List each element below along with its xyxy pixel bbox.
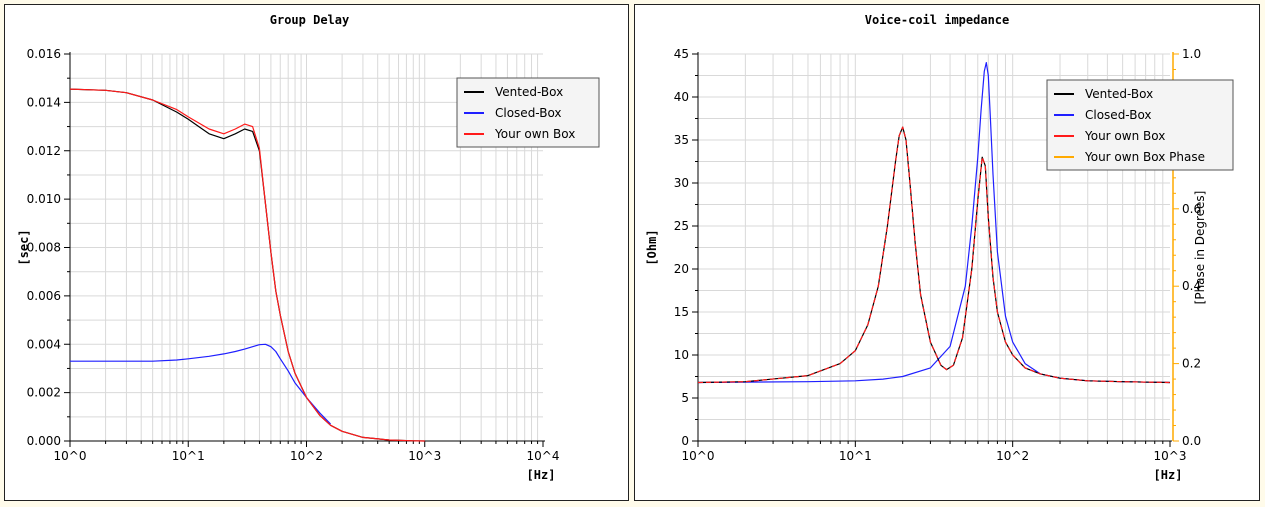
group-delay-panel: Group Delay 0.000 0.002 0.004 0.006 0.008 0.01… — [4, 4, 629, 501]
x-tick-label: 10^3 — [1154, 449, 1187, 463]
y-tick-label: 30 — [674, 176, 689, 190]
y-tick-label: 0.000 — [27, 434, 61, 448]
y-tick-label-right: 0.2 — [1182, 357, 1201, 371]
series-line-your-own-box — [698, 126, 1171, 384]
legend-entry: Closed-Box — [495, 106, 562, 120]
y-tick-label-right: 0.0 — [1182, 434, 1201, 448]
group-delay-chart: Group Delay 0.000 0.002 0.004 0.006 0.008 0.01… — [17, 13, 600, 482]
y-tick-label: 45 — [674, 47, 689, 61]
legend-box — [1046, 79, 1234, 171]
series-line-your-own-box — [70, 88, 425, 442]
series-line-closed-box — [70, 343, 332, 425]
x-tick-label: 10^3 — [408, 449, 441, 463]
y-tick-label: 0.006 — [27, 289, 61, 303]
chart-title: Group Delay — [270, 13, 349, 27]
legend-entry: Closed-Box — [1085, 108, 1152, 122]
legend-entry: Your own Box — [494, 127, 575, 141]
voice-coil-impedance-panel: Voice-coil impedance 0 5 10 15 20 25 30 35 40 45 10… — [634, 4, 1260, 501]
y-axis-label: [sec] — [17, 229, 31, 265]
y-tick-label: 5 — [681, 391, 689, 405]
legend-entry: Your own Box — [1084, 129, 1165, 143]
y-tick-label: 0.002 — [27, 386, 61, 400]
y-tick-label: 20 — [674, 262, 689, 276]
y-tick-label-right: 0.6 — [1182, 202, 1201, 216]
series-line-closed-box — [698, 61, 1171, 384]
x-tick-label: 10^0 — [682, 449, 715, 463]
legend: Vented-Box Closed-Box Your own Box Your own… — [1046, 79, 1234, 171]
y-tick-label: 15 — [674, 305, 689, 319]
y-axis-label: [Ohm] — [645, 229, 659, 265]
legend-entry: Vented-Box — [495, 85, 563, 99]
y-tick-label: 25 — [674, 219, 689, 233]
grid — [69, 53, 543, 442]
x-axis-label: [Hz] — [1154, 468, 1183, 482]
y-tick-label: 0.014 — [27, 95, 61, 109]
y-tick-label-right: 1.0 — [1182, 47, 1201, 61]
chart-title: Voice-coil impedance — [865, 13, 1010, 27]
legend-entry: Your own Box Phase — [1084, 150, 1205, 164]
y-axis-label-right: [Phase in Degrees] — [1193, 191, 1207, 305]
y-tick-label: 35 — [674, 133, 689, 147]
y-tick-label: 0.012 — [27, 144, 61, 158]
x-tick-label: 10^2 — [996, 449, 1029, 463]
y-tick-label: 10 — [674, 348, 689, 362]
x-tick-label: 10^0 — [54, 449, 87, 463]
legend: Vented-Box Closed-Box Your own Box — [456, 77, 600, 148]
y-tick-label: 40 — [674, 90, 689, 104]
x-tick-label: 10^1 — [839, 449, 872, 463]
y-tick-label-right: 0.4 — [1182, 279, 1201, 293]
y-tick-label: 0.010 — [27, 192, 61, 206]
x-tick-label: 10^2 — [290, 449, 323, 463]
y-tick-label: 0 — [681, 434, 689, 448]
series-group — [70, 88, 425, 442]
x-tick-label: 10^1 — [172, 449, 205, 463]
legend-entry: Vented-Box — [1085, 87, 1153, 101]
series-line-vented-box — [70, 88, 425, 442]
y-tick-label: 0.004 — [27, 337, 61, 351]
x-axis-label: [Hz] — [527, 468, 556, 482]
y-tick-label: 0.008 — [27, 241, 61, 255]
voice-coil-impedance-chart: Voice-coil impedance 0 5 10 15 20 25 30 35 40 45 10… — [645, 13, 1234, 482]
series-group — [698, 61, 1171, 384]
y-tick-label: 0.016 — [27, 47, 61, 61]
x-tick-label: 10^4 — [527, 449, 560, 463]
